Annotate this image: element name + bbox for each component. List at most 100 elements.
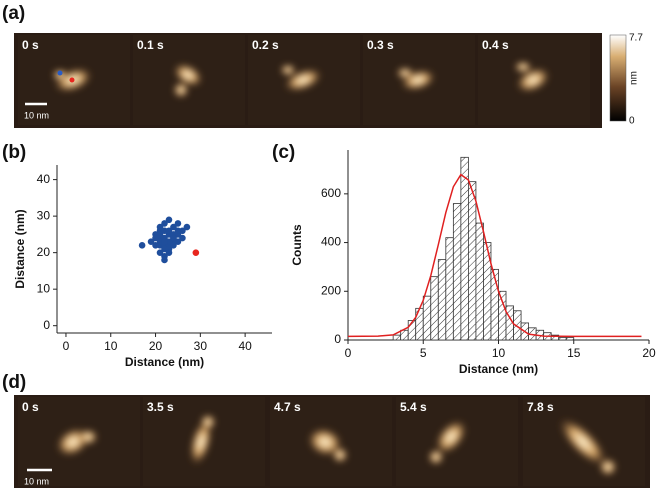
y-tick-label: 40: [37, 172, 51, 186]
x-tick-label: 10: [492, 346, 506, 360]
scatter-point: [165, 249, 173, 256]
scatter-point: [170, 223, 177, 231]
scatter-point: [152, 234, 159, 242]
colorbar-tick-label: 0: [629, 116, 635, 127]
x-tick-label: 5: [420, 346, 427, 360]
x-tick-label: 20: [642, 346, 656, 360]
colorbar-unit: nm: [629, 71, 640, 85]
histogram-bar: [437, 259, 447, 341]
afm-topography: [396, 67, 436, 91]
y-tick-label: 0: [334, 332, 341, 346]
histogram-bar: [392, 334, 402, 341]
histogram-bar: [460, 156, 469, 341]
frame-time: 0.1 s: [137, 38, 164, 52]
topography-blob: [173, 63, 203, 87]
scatter-point: [192, 249, 200, 256]
y-axis-title: Distance (nm): [13, 209, 27, 288]
panel-label: (c): [272, 142, 295, 163]
topography-blob: [200, 414, 216, 430]
topography-blob: [558, 417, 608, 467]
y-tick-label: 20: [37, 245, 51, 259]
x-tick-label: 30: [194, 339, 208, 353]
panel-label: (a): [2, 3, 25, 24]
x-tick-label: 0: [63, 339, 70, 353]
afm-topography: [56, 427, 98, 457]
histogram-bar: [498, 290, 507, 341]
topography-blob: [599, 458, 617, 476]
frame-time: 3.5 s: [147, 400, 174, 414]
scatter-point: [147, 238, 155, 245]
scatter-point: [170, 242, 177, 249]
x-tick-label: 15: [567, 346, 581, 360]
topography-blob: [78, 429, 98, 445]
afm-topography: [307, 427, 348, 463]
colorbar: [609, 34, 627, 122]
y-tick-label: 200: [321, 283, 341, 297]
scatter-point: [174, 238, 182, 245]
frame-time: 0.2 s: [252, 38, 279, 52]
fit-curve: [347, 173, 642, 338]
afm-topography: [428, 419, 467, 465]
afm-topography: [514, 61, 550, 93]
y-tick-label: 30: [37, 208, 51, 222]
histogram-bar: [565, 337, 575, 341]
scatter-point: [156, 249, 164, 256]
panel-label: (b): [2, 142, 26, 163]
scatter-point: [165, 227, 173, 235]
afm-topography: [189, 414, 216, 466]
frame-time: 0.3 s: [367, 38, 394, 52]
x-tick-label: 40: [238, 339, 252, 353]
scale-bar-label: 10 nm: [24, 476, 49, 486]
topography-blob: [396, 67, 414, 79]
frame-time: 0 s: [22, 400, 39, 414]
scatter-point: [170, 234, 177, 242]
x-axis-title: Distance (nm): [125, 355, 204, 369]
scatter-point: [156, 223, 164, 231]
histogram-bar: [422, 295, 432, 341]
topography-blob: [435, 419, 467, 455]
topography-blob: [428, 449, 444, 465]
frame-time: 0 s: [22, 38, 39, 52]
x-axis-title: Distance (nm): [459, 362, 538, 376]
scatter-point: [161, 256, 168, 264]
scale-bar-label: 10 nm: [24, 110, 49, 120]
topography-blob: [173, 82, 189, 98]
topography-blob: [332, 447, 348, 463]
histogram-bar: [558, 337, 567, 341]
y-tick-label: 400: [321, 235, 341, 249]
topography-blob: [516, 67, 550, 93]
x-tick-label: 0: [345, 346, 352, 360]
marker-dot: [57, 70, 63, 76]
scatter-point: [179, 234, 186, 242]
histogram-bar: [400, 329, 409, 341]
histogram-bar: [467, 181, 477, 341]
x-tick-label: 20: [149, 339, 163, 353]
frame-time: 0.4 s: [482, 38, 509, 52]
topography-blob: [514, 61, 532, 73]
x-tick-label: 10: [104, 339, 118, 353]
afm-topography: [173, 63, 203, 98]
y-tick-label: 10: [37, 281, 51, 295]
scatter-point: [183, 223, 191, 231]
frame-time: 4.7 s: [274, 400, 301, 414]
panel-label: (d): [2, 372, 26, 393]
histogram-bar: [430, 276, 439, 341]
afm-topography: [558, 417, 617, 476]
marker-dot: [69, 77, 75, 83]
colorbar-tick-label: 7.7: [629, 33, 643, 44]
topography-blob: [307, 427, 343, 457]
y-axis-title: Counts: [290, 224, 304, 266]
topography-blob: [189, 418, 213, 466]
frame-time: 7.8 s: [527, 400, 554, 414]
histogram-bar: [452, 203, 462, 341]
scatter-point: [161, 238, 168, 245]
frame-time: 5.4 s: [400, 400, 427, 414]
scatter-point: [161, 220, 168, 227]
y-tick-label: 0: [43, 318, 50, 332]
scatter-point: [165, 216, 173, 224]
scatter-point: [179, 227, 186, 235]
histogram-bar: [475, 222, 484, 341]
scatter-point: [174, 220, 182, 227]
scatter-point: [138, 242, 146, 249]
